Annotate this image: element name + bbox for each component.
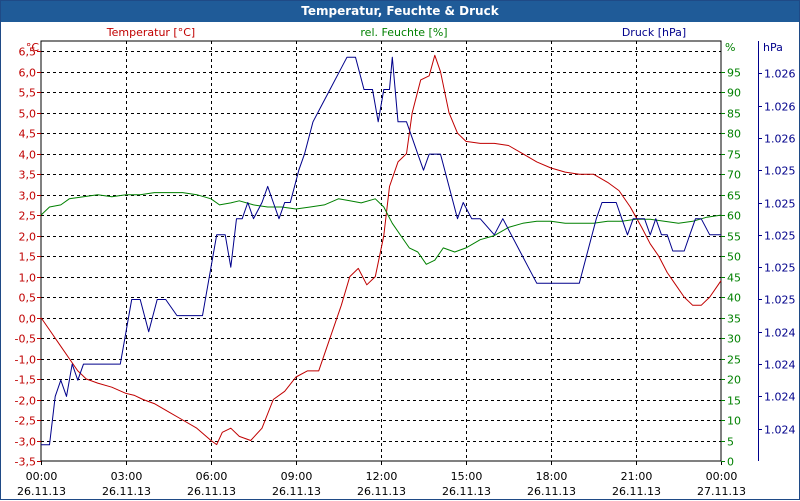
pressure-unit: hPa [763, 41, 783, 54]
x-tick-date: 26.11.13 [17, 485, 66, 498]
humidity-tick-label: 70 [727, 169, 741, 182]
chart-title: Temperatur, Feuchte & Druck [1, 1, 799, 22]
humidity-tick-label: 95 [727, 67, 741, 80]
temperature-tick-label: 2,5 [19, 210, 37, 223]
x-tick-date: 26.11.13 [527, 485, 576, 498]
x-tick-time: 00:00 [706, 470, 738, 483]
humidity-tick-label: 45 [727, 272, 741, 285]
x-tick-date: 27.11.13 [697, 485, 746, 498]
temperature-tick-label: 0,0 [19, 313, 37, 326]
x-tick-time: 12:00 [366, 470, 398, 483]
pressure-tick-label: 1.024 [764, 424, 796, 437]
humidity-tick-label: 50 [727, 251, 741, 264]
temperature-tick-label: 0,5 [19, 292, 37, 305]
temperature-tick-label: 4,0 [19, 149, 37, 162]
pressure-tick-label: 1.024 [764, 327, 796, 340]
temperature-tick-label: -1,5 [15, 374, 36, 387]
x-tick-time: 18:00 [536, 470, 568, 483]
grid-layer [40, 40, 722, 462]
temperature-tick-label: 2,0 [19, 231, 37, 244]
humidity-tick-label: 40 [727, 292, 741, 305]
pressure-tick-label: 1.025 [764, 198, 796, 211]
pressure-tick-label: 1.025 [764, 165, 796, 178]
pressure-tick-label: 1.024 [764, 391, 796, 404]
pressure-axis-label: Druck [hPa] [622, 26, 686, 39]
x-tick-time: 00:00 [26, 470, 58, 483]
temperature-tick-label: 3,0 [19, 190, 37, 203]
x-tick-time: 15:00 [451, 470, 483, 483]
x-tick-time: 06:00 [196, 470, 228, 483]
humidity-tick-label: 75 [727, 149, 741, 162]
x-tick-time: 03:00 [111, 470, 143, 483]
humidity-tick-label: 90 [727, 87, 741, 100]
x-tick-time: 09:00 [281, 470, 313, 483]
temperature-tick-label: 4,5 [19, 128, 37, 141]
x-tick-date: 26.11.13 [442, 485, 491, 498]
series-layer [40, 54, 722, 446]
temperature-tick-label: -3,5 [15, 456, 36, 469]
humidity-tick-label: 25 [727, 354, 741, 367]
x-tick-date: 26.11.13 [357, 485, 406, 498]
humidity-tick-label: 0 [727, 456, 734, 469]
x-tick-date: 26.11.13 [102, 485, 151, 498]
humidity-tick-label: 5 [727, 436, 734, 449]
pressure-tick-label: 1.026 [764, 68, 796, 81]
humidity-tick-label: 35 [727, 313, 741, 326]
temperature-tick-label: -2,5 [15, 415, 36, 428]
temperature-tick-label: -2,0 [15, 395, 36, 408]
temperature-tick-label: 5,0 [19, 108, 37, 121]
temperature-tick-label: 1,0 [19, 272, 37, 285]
humidity-tick-label: 10 [727, 415, 741, 428]
x-tick-time: 21:00 [621, 470, 653, 483]
pressure-tick-label: 1.024 [764, 359, 796, 372]
humidity-tick-label: 30 [727, 333, 741, 346]
humidity-tick-label: 80 [727, 128, 741, 141]
humidity-tick-label: 85 [727, 108, 741, 121]
humidity-tick-label: 15 [727, 395, 741, 408]
temperature-tick-label: 3,5 [19, 169, 37, 182]
axes-layer: 6,5 6,0 5,5 5,0 4,5 4,0 3,5 3,0 2,5 2,0 1,5 1,0 0,5 0… [15, 41, 796, 498]
x-tick-date: 26.11.13 [187, 485, 236, 498]
pressure-tick-label: 1.025 [764, 262, 796, 275]
humidity-series-line [40, 192, 722, 265]
humidity-tick-label: 60 [727, 210, 741, 223]
pressure-tick-label: 1.026 [764, 101, 796, 114]
x-tick-date: 26.11.13 [272, 485, 321, 498]
pressure-tick-label: 1.025 [764, 294, 796, 307]
pressure-tick-label: 1.026 [764, 133, 796, 146]
humidity-tick-label: 65 [727, 190, 741, 203]
labels-layer: Temperatur [°C] rel. Feuchte [%] Druck [… [26, 26, 783, 54]
humidity-tick-label: 20 [727, 374, 741, 387]
temperature-tick-label: -1,0 [15, 354, 36, 367]
temperature-unit: °C [26, 41, 40, 54]
temperature-tick-label: 5,5 [19, 87, 37, 100]
humidity-axis-label: rel. Feuchte [%] [360, 26, 447, 39]
humidity-tick-label: 55 [727, 231, 741, 244]
temperature-tick-label: -0,5 [15, 333, 36, 346]
x-tick-date: 26.11.13 [612, 485, 661, 498]
temperature-axis-label: Temperatur [°C] [106, 26, 195, 39]
temperature-tick-label: 1,5 [19, 251, 37, 264]
humidity-unit: % [725, 41, 735, 54]
pressure-tick-label: 1.025 [764, 230, 796, 243]
temperature-tick-label: 6,5 [19, 46, 37, 59]
temperature-tick-label: 6,0 [19, 67, 37, 80]
temperature-tick-label: -3,0 [15, 436, 36, 449]
temperature-series-line [40, 54, 722, 446]
pressure-series-line [41, 56, 721, 446]
